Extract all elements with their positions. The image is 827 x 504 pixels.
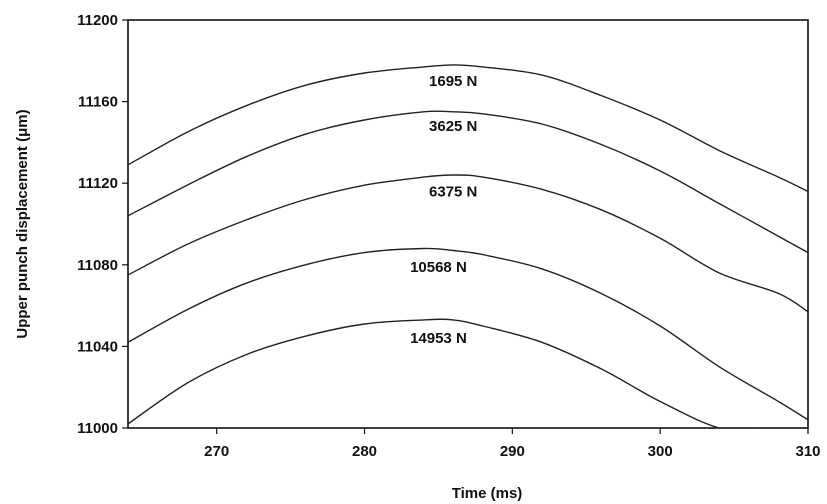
series-line-2: [128, 174, 808, 313]
curve-label: 3625 N: [429, 118, 477, 135]
y-tick-label: 11000: [77, 420, 118, 437]
plot-area: [127, 19, 809, 429]
series-line-3: [128, 247, 808, 421]
series-line-1: [128, 110, 808, 254]
y-tick-label: 11160: [78, 94, 118, 111]
series-lines: [128, 64, 808, 428]
y-axis: 11000 11040 11080 11120 11160 11200: [77, 12, 128, 437]
series-line-0: [128, 64, 808, 193]
x-tick-label: 310: [795, 443, 820, 460]
x-tick-label: 280: [352, 443, 377, 460]
x-tick-label: 290: [500, 443, 525, 460]
curve-label: 1695 N: [429, 73, 477, 90]
x-axis-title: Time (ms): [452, 485, 523, 502]
y-tick-label: 11080: [77, 257, 118, 274]
curve-label: 10568 N: [410, 259, 467, 276]
y-tick-label: 11200: [77, 12, 118, 29]
x-axis: 270 280 290 300 310: [204, 428, 821, 460]
x-tick-label: 300: [648, 443, 673, 460]
curve-label: 14953 N: [410, 330, 467, 347]
curve-label: 6375 N: [429, 183, 477, 200]
plot-frame: [127, 19, 809, 429]
y-tick-label: 11120: [78, 175, 118, 192]
curve-labels: 1695 N 3625 N 6375 N 10568 N 14953 N: [410, 73, 477, 347]
x-tick-label: 270: [204, 443, 229, 460]
y-tick-label: 11040: [77, 338, 118, 355]
y-axis-title: Upper punch displacement (μm): [14, 109, 31, 338]
series-line-4: [128, 318, 764, 428]
